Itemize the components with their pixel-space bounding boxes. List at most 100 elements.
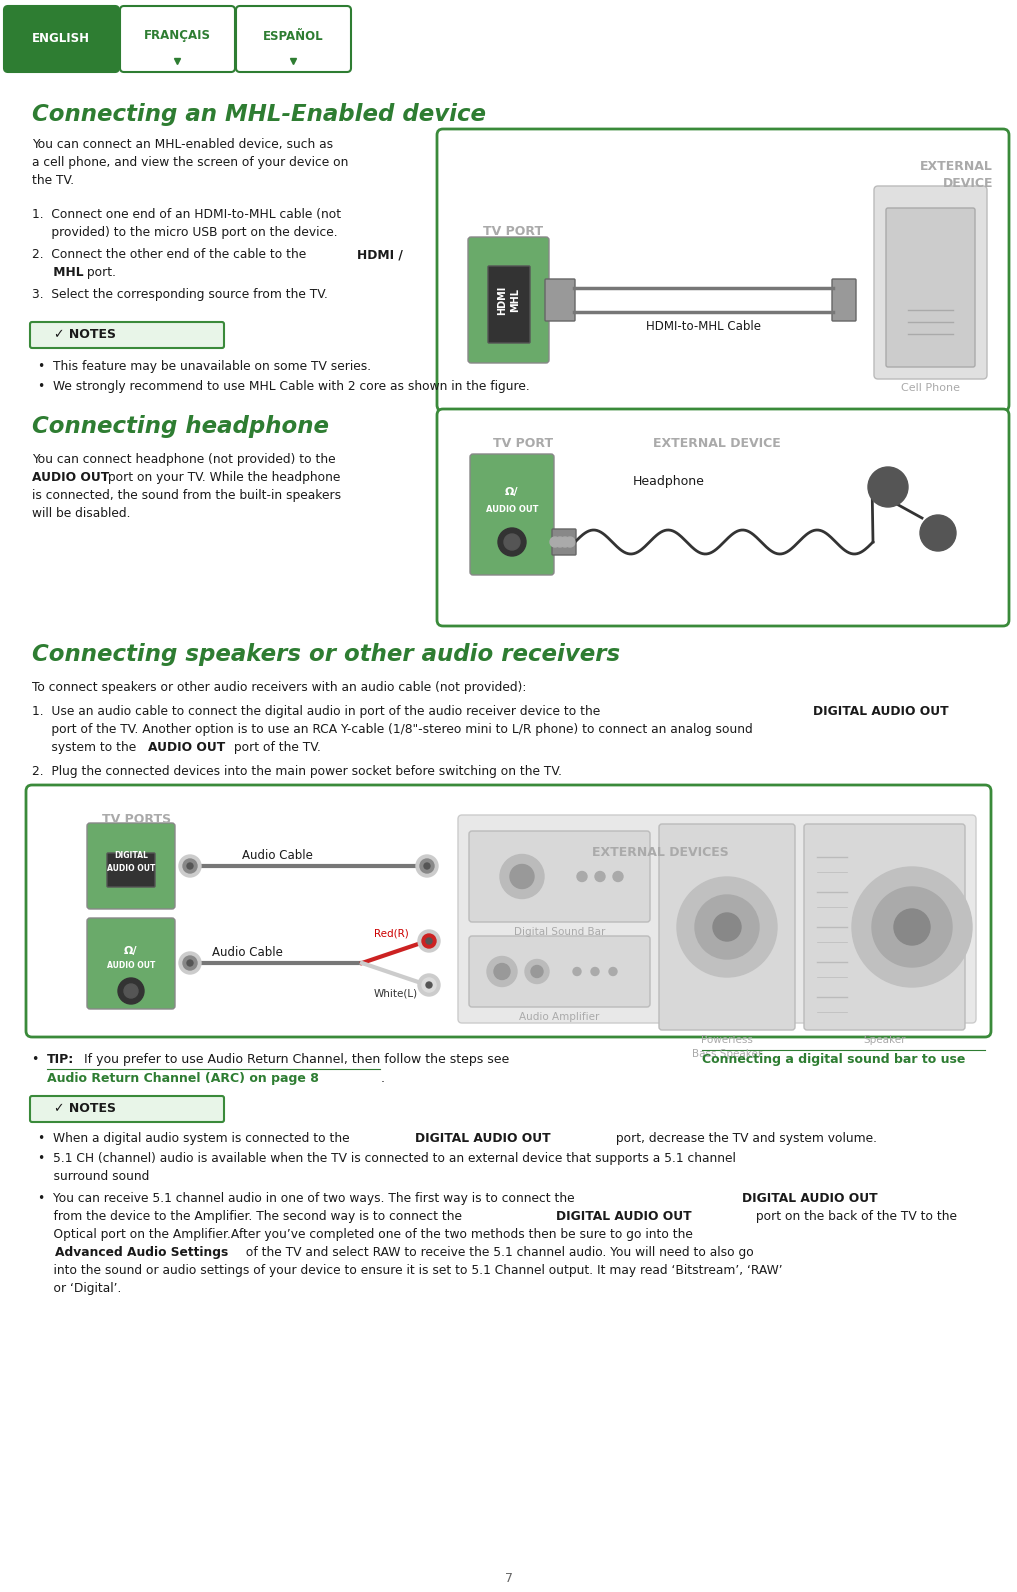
Text: Speaker: Speaker [863,1035,906,1044]
Text: AUDIO OUT: AUDIO OUT [107,962,156,970]
Text: DIGITAL AUDIO OUT: DIGITAL AUDIO OUT [742,1192,878,1205]
Text: 2.  Plug the connected devices into the main power socket before switching on th: 2. Plug the connected devices into the m… [32,766,562,778]
Text: 1.  Connect one end of an HDMI-to-MHL cable (not: 1. Connect one end of an HDMI-to-MHL cab… [32,209,341,221]
Text: TV PORT: TV PORT [493,436,553,451]
Text: TV PORT: TV PORT [483,224,543,237]
Text: EXTERNAL: EXTERNAL [920,161,993,174]
FancyBboxPatch shape [552,529,576,556]
Circle shape [609,968,617,976]
Text: •  When a digital audio system is connected to the: • When a digital audio system is connect… [38,1132,354,1145]
Circle shape [487,957,517,987]
Text: Optical port on the Amplifier.After you’ve completed one of the two methods then: Optical port on the Amplifier.After you’… [38,1227,693,1242]
Text: •: • [32,1052,48,1067]
Text: If you prefer to use Audio Return Channel, then follow the steps see: If you prefer to use Audio Return Channe… [80,1052,514,1067]
Text: Cell Phone: Cell Phone [901,384,960,393]
Circle shape [179,855,201,877]
Text: HDMI /: HDMI / [357,248,403,261]
Text: port on your TV. While the headphone: port on your TV. While the headphone [104,471,341,484]
Circle shape [531,965,543,977]
Text: TIP:: TIP: [47,1052,74,1067]
FancyBboxPatch shape [26,785,991,1036]
Text: ENGLISH: ENGLISH [32,32,89,46]
Circle shape [560,537,570,548]
Text: 3.  Select the corresponding source from the TV.: 3. Select the corresponding source from … [32,288,327,301]
Text: port.: port. [83,266,116,279]
FancyBboxPatch shape [545,279,575,322]
Text: 7: 7 [504,1571,513,1586]
Circle shape [187,863,193,869]
FancyBboxPatch shape [29,322,224,349]
Circle shape [422,977,436,992]
Text: .: . [381,1071,385,1086]
Text: is connected, the sound from the built-in speakers: is connected, the sound from the built-i… [32,489,341,501]
FancyBboxPatch shape [4,6,119,72]
Circle shape [422,935,436,947]
FancyBboxPatch shape [488,266,530,342]
Text: Audio Cable: Audio Cable [212,946,283,958]
Circle shape [595,871,605,882]
FancyBboxPatch shape [469,936,650,1008]
Text: port, decrease the TV and system volume.: port, decrease the TV and system volume. [612,1132,877,1145]
Circle shape [677,877,777,977]
Text: of the TV and select RAW to receive the 5.1 channel audio. You will need to also: of the TV and select RAW to receive the … [242,1247,754,1259]
FancyBboxPatch shape [120,6,235,72]
Circle shape [183,957,197,970]
Circle shape [504,533,520,549]
Text: ✓ NOTES: ✓ NOTES [54,328,116,342]
FancyBboxPatch shape [29,1095,224,1122]
Text: the TV.: the TV. [32,174,74,186]
Text: port of the TV. Another option is to use an RCA Y-cable (1/8"-stereo mini to L/R: port of the TV. Another option is to use… [32,723,753,736]
FancyBboxPatch shape [437,409,1009,626]
Circle shape [555,537,565,548]
Text: HDMI
MHL: HDMI MHL [497,285,520,315]
Text: TV PORTS: TV PORTS [102,814,171,826]
Text: into the sound or audio settings of your device to ensure it is set to 5.1 Chann: into the sound or audio settings of your… [38,1264,783,1277]
Text: AUDIO OUT: AUDIO OUT [148,740,225,755]
Circle shape [187,960,193,966]
Circle shape [920,514,956,551]
Text: Audio Return Channel (ARC) on page 8: Audio Return Channel (ARC) on page 8 [47,1071,319,1086]
Circle shape [613,871,623,882]
FancyBboxPatch shape [437,129,1009,411]
Text: AUDIO OUT: AUDIO OUT [486,505,538,514]
FancyBboxPatch shape [458,815,976,1024]
Circle shape [868,466,908,506]
Text: provided) to the micro USB port on the device.: provided) to the micro USB port on the d… [32,226,338,239]
Text: White(L): White(L) [374,989,418,998]
Circle shape [424,863,430,869]
Circle shape [124,984,138,998]
Circle shape [426,982,432,989]
Text: •  This feature may be unavailable on some TV series.: • This feature may be unavailable on som… [38,360,371,373]
Text: Advanced Audio Settings: Advanced Audio Settings [55,1247,228,1259]
FancyBboxPatch shape [87,919,175,1009]
Text: Audio Amplifier: Audio Amplifier [520,1013,600,1022]
Circle shape [494,963,510,979]
Circle shape [573,968,581,976]
Text: HDMI-to-MHL Cable: HDMI-to-MHL Cable [646,320,761,333]
Text: To connect speakers or other audio receivers with an audio cable (not provided):: To connect speakers or other audio recei… [32,681,527,694]
Text: DIGITAL: DIGITAL [114,852,147,860]
Text: Red(R): Red(R) [374,928,409,938]
Text: Ω/: Ω/ [124,946,138,957]
Text: •  We strongly recommend to use MHL Cable with 2 core as shown in the figure.: • We strongly recommend to use MHL Cable… [38,380,530,393]
Text: will be disabled.: will be disabled. [32,506,130,521]
FancyBboxPatch shape [832,279,856,322]
Circle shape [416,855,438,877]
Text: You can connect headphone (not provided) to the: You can connect headphone (not provided)… [32,454,336,466]
FancyBboxPatch shape [886,209,975,368]
Text: EXTERNAL DEVICE: EXTERNAL DEVICE [653,436,781,451]
FancyBboxPatch shape [468,237,549,363]
Circle shape [179,952,201,974]
Text: Connecting speakers or other audio receivers: Connecting speakers or other audio recei… [32,643,620,665]
Text: DIGITAL AUDIO OUT: DIGITAL AUDIO OUT [556,1210,692,1223]
Circle shape [713,912,741,941]
FancyBboxPatch shape [469,831,650,922]
Circle shape [591,968,599,976]
Text: from the device to the Amplifier. The second way is to connect the: from the device to the Amplifier. The se… [38,1210,466,1223]
Text: AUDIO OUT: AUDIO OUT [107,864,156,872]
Text: port of the TV.: port of the TV. [230,740,321,755]
Circle shape [510,864,534,888]
Text: FRANÇAIS: FRANÇAIS [143,30,211,43]
FancyBboxPatch shape [107,853,155,887]
Circle shape [852,868,972,987]
